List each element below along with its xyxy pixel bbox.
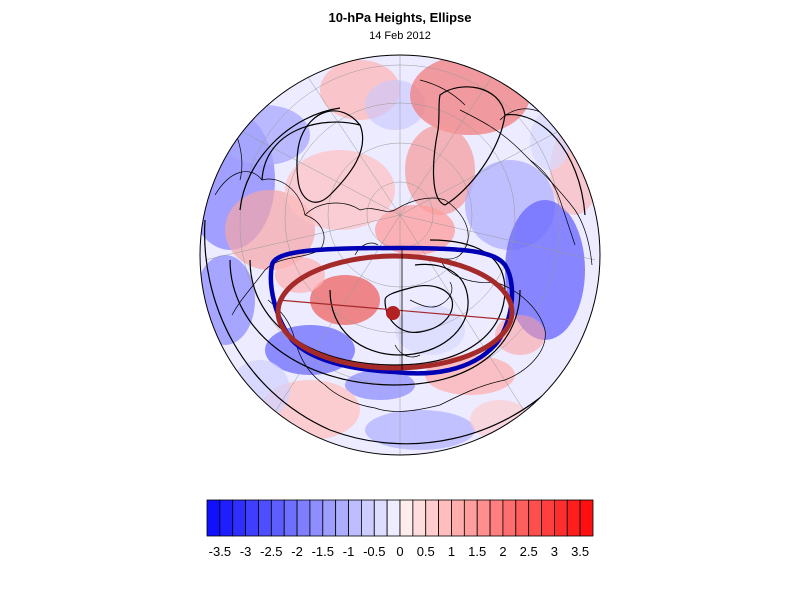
colorbar-tick-label: 2 — [499, 544, 506, 559]
colorbar-tick-label: 3 — [551, 544, 558, 559]
colorbar-bin — [206, 499, 221, 537]
colorbar-bin — [270, 499, 285, 537]
colorbar-tick-label: 1 — [448, 544, 455, 559]
colorbar-tick-label: 2.5 — [520, 544, 538, 559]
colorbar-tick-label: -2 — [291, 544, 303, 559]
colorbar-bin — [438, 499, 452, 537]
colorbar-bin — [502, 499, 517, 537]
colorbar-bin — [309, 499, 324, 537]
colorbar-tick-label: -1 — [343, 544, 355, 559]
colorbar-bin — [296, 499, 311, 537]
colorbar-bin — [360, 499, 375, 537]
colorbar-bin — [232, 499, 246, 537]
colorbar-bin — [566, 499, 581, 537]
colorbar-tick-label: -0.5 — [363, 544, 385, 559]
colorbar-bin — [283, 499, 298, 537]
colorbar-tick-label: 0 — [396, 544, 403, 559]
colorbar-tick-label: 3.5 — [571, 544, 589, 559]
map-title: 10-hPa Heights, Ellipse — [328, 10, 472, 25]
colorbar-bin — [579, 499, 594, 537]
colorbar-tick-label: -2.5 — [260, 544, 282, 559]
coastlines — [214, 79, 593, 412]
colorbar-bin — [399, 499, 414, 537]
colorbar-bin — [541, 499, 555, 537]
colorbar-labels: -3.5 -3 -2.5 -2 -1.5 -1 -0.5 0 0.5 1 1.5 2 2.5 3 3.5 — [209, 544, 590, 559]
colorbar-bin — [554, 499, 568, 537]
colorbar-boxes — [206, 499, 594, 537]
colorbar-bin — [476, 499, 491, 537]
colorbar-bin — [489, 499, 504, 537]
colorbar-tick-label: -1.5 — [312, 544, 334, 559]
colorbar-bin — [425, 499, 440, 537]
colorbar-bin — [219, 499, 234, 537]
colorbar-bin — [451, 499, 465, 537]
colorbar-bin — [335, 499, 349, 537]
colorbar-tick-label: -3.5 — [209, 544, 231, 559]
colorbar-bin — [412, 499, 427, 537]
colorbar-bin — [373, 499, 388, 537]
colorbar-bin — [528, 499, 542, 537]
colorbar-tick-label: 0.5 — [417, 544, 435, 559]
vortex-center-marker — [386, 306, 400, 320]
fitted-ellipse — [275, 253, 515, 371]
colorbar-bin — [348, 499, 362, 537]
colorbar-bin — [386, 499, 401, 537]
colorbar-bin — [245, 499, 259, 537]
globe-outline — [199, 54, 601, 456]
colorbar-bin — [322, 499, 337, 537]
colorbar-tick-label: -3 — [240, 544, 252, 559]
colorbar-bin — [463, 499, 478, 537]
colorbar-bin — [258, 499, 272, 537]
map-date: 14 Feb 2012 — [369, 30, 431, 42]
colorbar-bin — [515, 499, 530, 537]
colorbar-tick-label: 1.5 — [468, 544, 486, 559]
